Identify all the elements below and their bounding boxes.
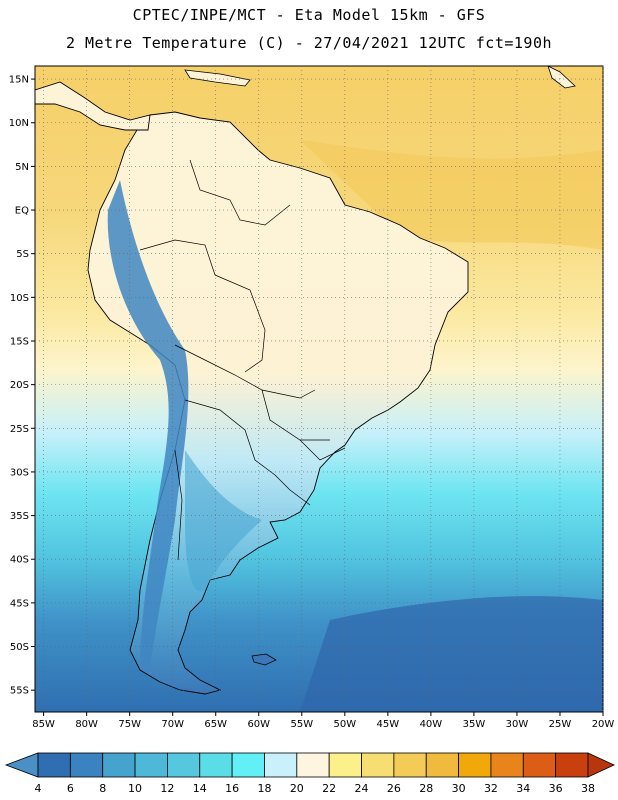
colorbar-swatch <box>490 752 524 778</box>
cold-southern-band <box>300 596 603 712</box>
lon-tick-label: 85W <box>32 719 55 730</box>
colorbar-swatch <box>522 752 557 778</box>
colorbar-label: 24 <box>355 782 369 795</box>
longitude-axis: 85W 80W 75W 70W 65W 60W 55W 50W 45W 40W 35W 30W 25W 2… <box>32 712 614 730</box>
colorbar-swatch <box>134 752 168 778</box>
lat-tick-label: 35S <box>10 511 29 522</box>
andes-cold-spine <box>107 180 189 670</box>
lat-tick-label: 30S <box>10 467 29 478</box>
lon-tick-label: 70W <box>161 719 184 730</box>
colorbar-label: 8 <box>99 782 106 795</box>
colorbar-label: 38 <box>581 782 595 795</box>
latitude-axis: 15N 10N 5N EQ 5S 10S 15S 20S 25S 30S 35S 40S 45S 50S 5… <box>9 75 35 697</box>
colorbar-swatch <box>458 752 492 778</box>
lat-tick-label: 45S <box>10 598 29 609</box>
colorbar-label: 20 <box>290 782 304 795</box>
lat-tick-label: 5S <box>16 249 29 260</box>
lon-tick-label: 65W <box>204 719 227 730</box>
colorbar-swatch <box>167 752 201 778</box>
graticule <box>35 66 604 712</box>
colorbar-swatch <box>425 752 459 778</box>
lat-tick-label: 25S <box>10 424 29 435</box>
central-america-land <box>35 81 151 131</box>
caribbean-islands <box>184 69 251 87</box>
lon-tick-label: 45W <box>377 719 400 730</box>
lat-tick-label: 15N <box>9 75 29 86</box>
country-borders <box>139 159 346 561</box>
map-field <box>35 66 603 712</box>
colorbar-label: 34 <box>516 782 530 795</box>
lat-tick-label: 5N <box>15 162 29 173</box>
lat-tick-label: 15S <box>10 336 29 347</box>
colorbar-swatch <box>328 752 362 778</box>
lon-tick-label: 50W <box>334 719 357 730</box>
colorbar-label: 22 <box>322 782 336 795</box>
colorbar-swatch <box>37 752 71 778</box>
colorbar-label: 6 <box>67 782 74 795</box>
patagonia-cool-zone <box>185 450 262 592</box>
colorbar-label: 18 <box>257 782 271 795</box>
lon-tick-label: 25W <box>549 719 572 730</box>
lon-tick-label: 35W <box>463 719 486 730</box>
colorbar-label: 36 <box>549 782 563 795</box>
colorbar-label: 30 <box>452 782 466 795</box>
colorbar-swatch <box>361 752 395 778</box>
lon-tick-label: 20W <box>592 719 615 730</box>
colorbar-low-arrow <box>4 752 39 778</box>
map-frame <box>34 65 604 713</box>
northeast-island <box>547 66 576 89</box>
lat-tick-label: 50S <box>10 642 29 653</box>
lon-tick-label: 55W <box>290 719 313 730</box>
colorbar-swatch <box>199 752 233 778</box>
lon-tick-label: 30W <box>506 719 529 730</box>
colorbar-label: 28 <box>419 782 433 795</box>
lon-tick-label: 40W <box>420 719 443 730</box>
colorbar-label: 12 <box>160 782 174 795</box>
chart-title-line1: CPTEC/INPE/MCT - Eta Model 15km - GFS <box>132 6 486 24</box>
colorbar-swatch <box>231 752 265 778</box>
lon-tick-label: 80W <box>75 719 98 730</box>
lat-tick-label: 20S <box>10 380 29 391</box>
colorbar-label: 32 <box>484 782 498 795</box>
lat-tick-label: 55S <box>10 686 29 697</box>
colorbar-label: 10 <box>128 782 142 795</box>
colorbar-label: 16 <box>225 782 239 795</box>
colorbar-label: 4 <box>35 782 42 795</box>
lon-tick-label: 75W <box>118 719 141 730</box>
lat-tick-label: EQ <box>15 206 29 217</box>
warm-atlantic-band <box>300 140 603 250</box>
lon-tick-label: 60W <box>247 719 270 730</box>
colorbar-swatch <box>555 752 589 778</box>
colorbar-label: 14 <box>193 782 207 795</box>
colorbar-swatch <box>264 752 298 778</box>
lat-tick-label: 10N <box>9 118 29 129</box>
colorbar-swatch <box>102 752 136 778</box>
falkland-islands <box>251 653 277 666</box>
colorbar-swatch <box>393 752 427 778</box>
lat-tick-label: 10S <box>10 293 29 304</box>
chart-title-line2: 2 Metre Temperature (C) - 27/04/2021 12U… <box>65 34 553 52</box>
colorbar-label: 26 <box>387 782 401 795</box>
temperature-colorbar: 4 6 8 10 12 14 16 18 20 22 24 26 28 30 32 34 36 38 <box>4 752 615 795</box>
colorbar-high-arrow <box>587 752 615 778</box>
colorbar-swatch <box>69 752 104 778</box>
colorbar-swatch <box>296 752 330 778</box>
lat-tick-label: 40S <box>10 555 29 566</box>
